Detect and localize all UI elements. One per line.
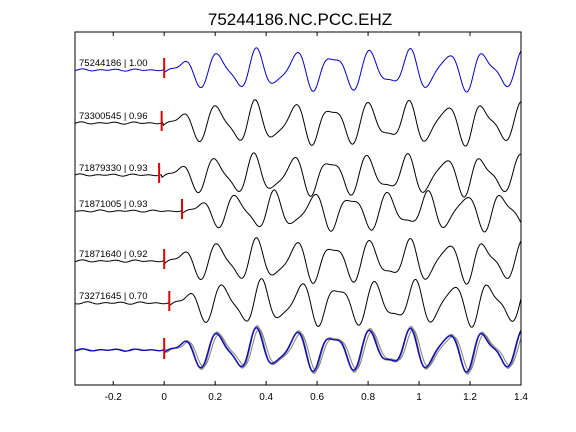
plot-frame: [74, 31, 522, 386]
x-tick-label: 1: [416, 392, 422, 403]
x-tick-label: 0.8: [361, 392, 375, 403]
trace-3-label: 71879330 | 0.93: [79, 163, 148, 174]
stack-reference-trace: [74, 327, 522, 373]
x-tick-label: 0: [161, 392, 167, 403]
trace-1-label: 75244186 | 1.00: [79, 58, 148, 69]
traces-layer: 75244186 | 1.00 73300545 | 0.96 71879330 |…: [74, 47, 522, 375]
x-tick-label: 1.2: [463, 392, 477, 403]
x-tick-label: 1.4: [514, 392, 528, 403]
x-axis: -0.2 0 0.2 0.4 0.6 0.8 1 1.2 1.4: [105, 32, 528, 403]
trace-3-waveform: [74, 152, 522, 198]
trace-6-waveform: [74, 278, 522, 328]
trace-4-waveform: [75, 189, 522, 233]
trace-6-label: 73271645 | 0.70: [79, 291, 148, 302]
x-tick-label: -0.2: [105, 392, 123, 403]
trace-1-waveform: [74, 47, 522, 93]
trace-4-label: 71871005 | 0.93: [79, 199, 148, 210]
x-tick-label: 0.6: [310, 392, 324, 403]
trace-2-label: 73300545 | 0.96: [79, 111, 148, 122]
trace-2-waveform: [74, 99, 522, 147]
x-tick-label: 0.4: [259, 392, 273, 403]
x-tick-label: 0.2: [208, 392, 222, 403]
trace-5-label: 71871640 | 0.92: [79, 249, 148, 260]
trace-5-waveform: [74, 237, 522, 285]
chart-title: 75244186.NC.PCC.EHZ: [208, 10, 392, 29]
